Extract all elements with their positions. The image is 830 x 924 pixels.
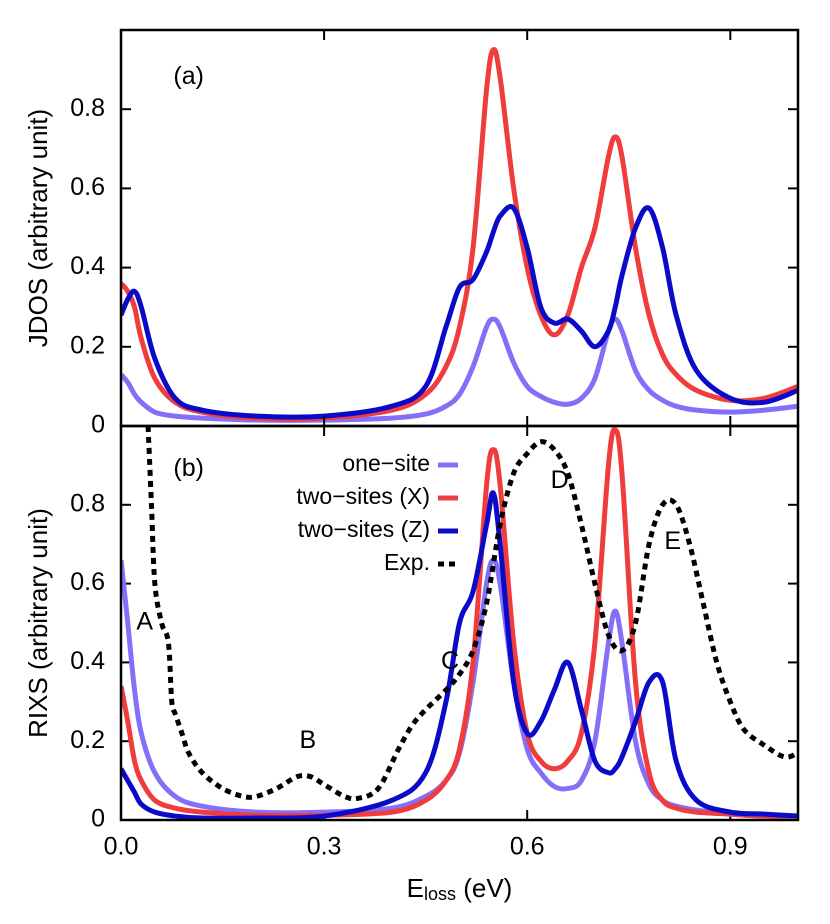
annotation: (b) [173, 454, 204, 482]
annotation: C [441, 647, 459, 675]
legend-label: Exp. [384, 549, 430, 575]
y-tick-label: 0.8 [70, 489, 105, 517]
legend-label: two−sites (Z) [298, 516, 430, 542]
y-axis-label: RIXS (arbitrary unit) [23, 508, 53, 738]
y-tick-label: 0 [91, 411, 105, 439]
x-axis-label-part: (eV) [456, 873, 512, 903]
annotation: (a) [173, 62, 204, 90]
annotation: A [136, 608, 153, 636]
x-tick-label: 0.3 [307, 833, 342, 861]
series-line [121, 427, 798, 819]
annotation: E [664, 527, 681, 555]
series-line [121, 46, 798, 422]
series-line [121, 316, 798, 423]
x-axis-label-part: E [407, 873, 424, 903]
y-tick-label: 0.2 [70, 331, 105, 359]
plot-area [121, 46, 798, 423]
x-tick-label: 0.0 [104, 833, 139, 861]
plot-area [121, 426, 798, 820]
y-axis-label: JDOS (arbitrary unit) [23, 109, 53, 347]
y-tick-label: 0.4 [70, 252, 105, 280]
series-line [121, 490, 798, 820]
legend-label: one−site [342, 450, 430, 476]
annotation: B [300, 726, 317, 754]
series-line [121, 557, 798, 819]
annotation: D [551, 466, 569, 494]
y-tick-label: 0.6 [70, 568, 105, 596]
x-axis-label-part: loss [424, 884, 456, 904]
y-tick-label: 0 [91, 805, 105, 833]
x-tick-label: 0.6 [510, 833, 545, 861]
y-tick-label: 0.4 [70, 647, 105, 675]
x-axis-label: Eloss (eV) [407, 873, 513, 904]
series-line [121, 204, 798, 420]
plot-frame [119, 424, 800, 822]
y-tick-label: 0.6 [70, 173, 105, 201]
series-line [145, 426, 798, 802]
x-tick-label: 0.9 [713, 833, 748, 861]
legend-label: two−sites (X) [296, 483, 430, 509]
y-tick-label: 0.2 [70, 726, 105, 754]
y-tick-label: 0.8 [70, 94, 105, 122]
